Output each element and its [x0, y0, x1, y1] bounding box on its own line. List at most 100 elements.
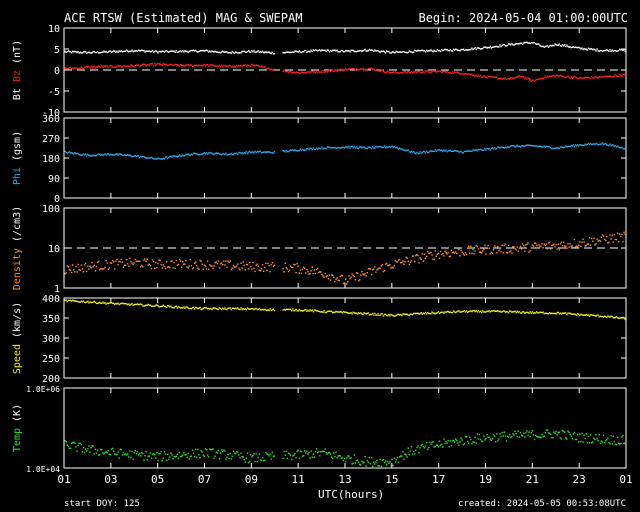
phi-point: [433, 150, 435, 153]
phi-point: [84, 153, 87, 156]
speed-point: [441, 311, 443, 314]
phi-point: [135, 155, 138, 158]
bz-point: [148, 64, 151, 66]
speed-point: [571, 313, 573, 316]
density-point: [145, 260, 147, 262]
phi-point: [366, 147, 368, 150]
temp-point: [342, 460, 345, 462]
phi-point: [143, 155, 145, 158]
speed-point: [205, 307, 208, 309]
bt-point: [458, 49, 460, 52]
bt-point: [113, 50, 115, 52]
bz-point: [247, 64, 250, 67]
bz-point: [114, 66, 116, 68]
bt-point: [401, 51, 403, 53]
phi-point: [362, 146, 364, 148]
temp-point: [73, 441, 75, 443]
density-point: [529, 250, 531, 252]
bt-point: [532, 42, 535, 44]
temp-point: [624, 442, 626, 444]
density-point: [79, 269, 81, 271]
speed-point: [472, 309, 474, 312]
phi-point: [615, 146, 618, 148]
phi-point: [469, 150, 471, 152]
bz-point: [205, 64, 208, 66]
phi-point: [374, 147, 376, 149]
temp-point: [327, 452, 330, 454]
phi-point: [593, 143, 595, 145]
speed-point: [127, 303, 129, 306]
density-point: [607, 242, 609, 244]
density-point: [272, 265, 275, 268]
temp-point: [186, 456, 188, 459]
bz-point: [100, 66, 102, 69]
bt-point: [334, 49, 336, 51]
speed-point: [410, 313, 413, 315]
phi-point: [378, 145, 380, 148]
speed-point: [121, 302, 124, 304]
phi-point: [114, 154, 116, 156]
phi-point: [289, 149, 292, 151]
temp-point: [289, 454, 292, 457]
bz-point: [614, 74, 617, 76]
bt-point: [89, 52, 91, 54]
phi-point: [489, 149, 491, 151]
bz-point: [244, 64, 247, 66]
speed-y-axis-label: Speed (km/s): [12, 302, 23, 374]
speed-point: [351, 313, 353, 315]
speed-point: [262, 309, 265, 311]
speed-point: [507, 312, 510, 314]
density-point: [463, 254, 466, 256]
temp-point: [482, 440, 484, 443]
bt-point: [384, 52, 387, 54]
phi-point: [301, 148, 304, 151]
bz-point: [607, 76, 609, 78]
phi-point: [457, 150, 459, 152]
bz-point: [518, 75, 521, 77]
bz-point: [386, 71, 388, 73]
speed-point: [92, 301, 94, 303]
temp-point: [530, 431, 532, 434]
bt-point: [297, 51, 299, 53]
bz-point: [94, 67, 97, 69]
temp-point: [155, 457, 157, 459]
phi-point: [197, 153, 199, 156]
bz-point: [401, 71, 403, 74]
bz-point: [289, 70, 292, 73]
phi-point: [103, 153, 105, 156]
bt-point: [622, 49, 624, 52]
density-point: [487, 244, 489, 247]
density-point: [292, 266, 294, 269]
temp-point: [617, 442, 620, 445]
bt-point: [438, 49, 441, 52]
bt-point: [234, 51, 237, 53]
density-point: [432, 258, 434, 261]
bt-point: [242, 50, 244, 53]
density-point: [102, 268, 104, 270]
temp-point: [515, 432, 517, 435]
density-point: [430, 251, 432, 254]
bt-point: [200, 50, 202, 52]
temp-point: [532, 434, 535, 436]
phi-y-tick-label: 90: [48, 174, 60, 185]
bz-point: [605, 75, 607, 78]
temp-point: [270, 458, 272, 460]
bt-point: [500, 45, 502, 48]
bz-point: [322, 70, 324, 72]
bz-point: [366, 68, 368, 71]
bt-point: [354, 50, 357, 53]
bt-point: [564, 44, 566, 46]
density-point: [342, 282, 345, 285]
phi-point: [505, 146, 508, 149]
temp-point: [400, 455, 402, 457]
speed-point: [610, 315, 612, 317]
phi-point: [564, 146, 566, 148]
bt-point: [270, 52, 272, 55]
bt-point: [442, 49, 444, 52]
phi-point: [493, 146, 496, 149]
speed-point: [176, 307, 179, 309]
bt-point: [186, 50, 188, 53]
density-point: [516, 246, 518, 248]
bz-point: [430, 71, 432, 74]
bz-point: [437, 70, 440, 73]
